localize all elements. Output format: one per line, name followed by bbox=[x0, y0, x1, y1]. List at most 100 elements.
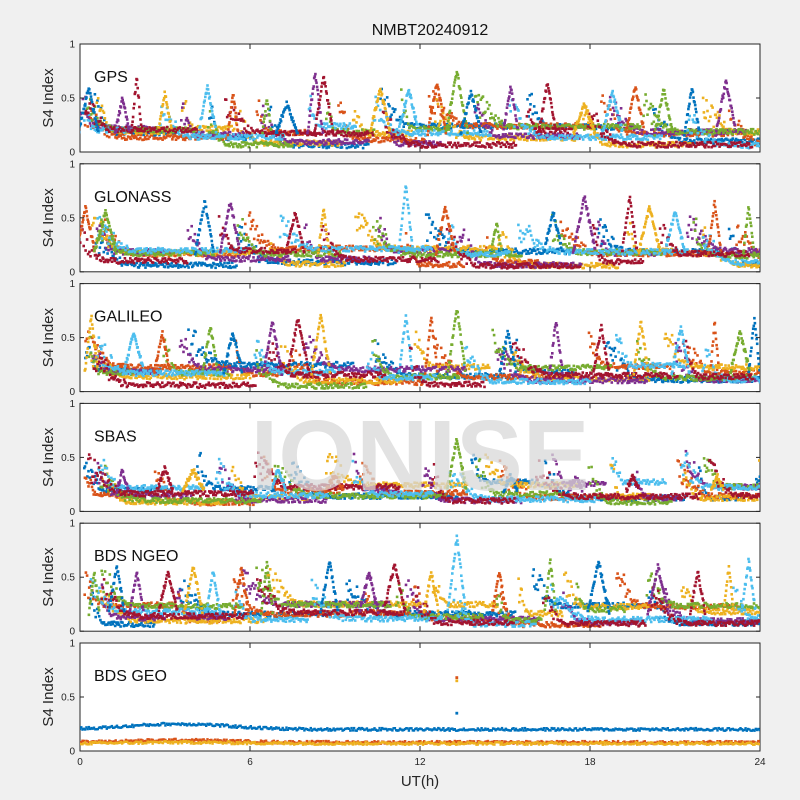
data-point bbox=[573, 124, 576, 128]
data-point bbox=[274, 139, 278, 142]
data-point bbox=[722, 139, 726, 142]
data-point bbox=[625, 133, 629, 136]
data-point bbox=[88, 102, 91, 105]
data-point bbox=[520, 135, 524, 138]
data-point bbox=[604, 119, 608, 122]
data-point bbox=[573, 129, 577, 132]
data-point bbox=[382, 136, 385, 139]
data-point bbox=[628, 134, 632, 138]
data-point bbox=[523, 124, 527, 128]
data-point bbox=[747, 146, 751, 150]
data-point bbox=[342, 128, 345, 131]
data-point bbox=[401, 133, 404, 137]
data-point bbox=[229, 117, 233, 121]
data-point bbox=[683, 134, 686, 137]
data-point bbox=[714, 113, 718, 116]
data-point bbox=[413, 123, 417, 126]
data-point bbox=[698, 248, 702, 251]
data-point bbox=[499, 122, 503, 125]
data-point bbox=[488, 103, 491, 107]
data-point bbox=[271, 261, 274, 264]
data-point bbox=[578, 125, 581, 129]
data-point bbox=[357, 129, 361, 133]
data-point bbox=[467, 137, 471, 141]
data-point bbox=[308, 114, 311, 117]
data-point bbox=[182, 135, 185, 138]
data-point bbox=[568, 136, 572, 140]
data-point bbox=[750, 135, 753, 138]
data-point bbox=[106, 128, 110, 132]
data-point bbox=[514, 247, 517, 250]
data-point bbox=[148, 135, 151, 139]
data-point bbox=[407, 132, 410, 135]
data-point bbox=[722, 134, 725, 137]
data-point bbox=[421, 145, 424, 148]
data-point bbox=[751, 132, 755, 136]
data-point bbox=[750, 145, 754, 149]
data-point bbox=[469, 89, 473, 93]
data-point bbox=[355, 144, 358, 147]
data-point bbox=[665, 130, 669, 134]
data-point bbox=[148, 126, 151, 129]
data-point bbox=[540, 135, 543, 139]
data-point bbox=[463, 117, 466, 121]
data-point bbox=[627, 118, 631, 122]
data-point bbox=[346, 128, 349, 132]
data-point bbox=[103, 133, 106, 136]
data-point bbox=[323, 130, 327, 134]
data-point bbox=[198, 261, 202, 265]
data-point bbox=[624, 130, 628, 133]
data-point bbox=[613, 117, 617, 120]
data-point bbox=[104, 125, 107, 128]
data-point bbox=[355, 121, 358, 124]
data-point bbox=[391, 128, 395, 132]
data-point bbox=[478, 128, 482, 132]
data-point bbox=[261, 135, 264, 139]
data-point bbox=[238, 225, 241, 228]
data-point bbox=[719, 122, 723, 125]
data-point bbox=[704, 116, 707, 120]
data-point bbox=[498, 120, 501, 124]
data-point bbox=[347, 146, 351, 149]
data-point bbox=[431, 129, 435, 132]
data-point bbox=[496, 127, 499, 130]
data-point bbox=[604, 225, 607, 229]
data-point bbox=[589, 133, 592, 137]
data-point bbox=[397, 144, 401, 148]
data-point bbox=[404, 134, 408, 138]
data-point bbox=[623, 123, 627, 127]
data-point bbox=[433, 112, 436, 115]
data-point bbox=[545, 124, 548, 127]
data-point bbox=[683, 138, 686, 141]
data-point bbox=[659, 145, 662, 149]
data-point bbox=[697, 143, 700, 146]
data-point bbox=[453, 81, 456, 84]
data-point bbox=[746, 141, 749, 145]
data-point bbox=[660, 121, 663, 125]
data-point bbox=[202, 137, 205, 140]
data-point bbox=[524, 248, 528, 252]
data-point bbox=[517, 109, 520, 112]
data-point bbox=[507, 135, 510, 139]
data-point bbox=[467, 101, 470, 104]
data-point bbox=[595, 112, 598, 116]
data-point bbox=[199, 135, 203, 139]
data-point bbox=[313, 144, 316, 148]
data-point bbox=[262, 133, 265, 136]
data-point bbox=[703, 128, 706, 132]
data-point bbox=[139, 136, 142, 140]
data-point bbox=[102, 111, 106, 114]
data-point bbox=[540, 137, 543, 141]
data-point bbox=[586, 109, 590, 112]
data-point bbox=[115, 136, 119, 140]
data-point bbox=[174, 138, 178, 141]
data-points bbox=[80, 70, 760, 150]
data-point bbox=[718, 114, 721, 117]
data-point bbox=[689, 131, 692, 135]
data-point bbox=[576, 137, 580, 141]
data-point bbox=[145, 127, 148, 131]
data-point bbox=[649, 142, 652, 146]
data-point bbox=[323, 143, 326, 147]
data-point bbox=[654, 128, 657, 131]
data-point bbox=[260, 121, 263, 125]
